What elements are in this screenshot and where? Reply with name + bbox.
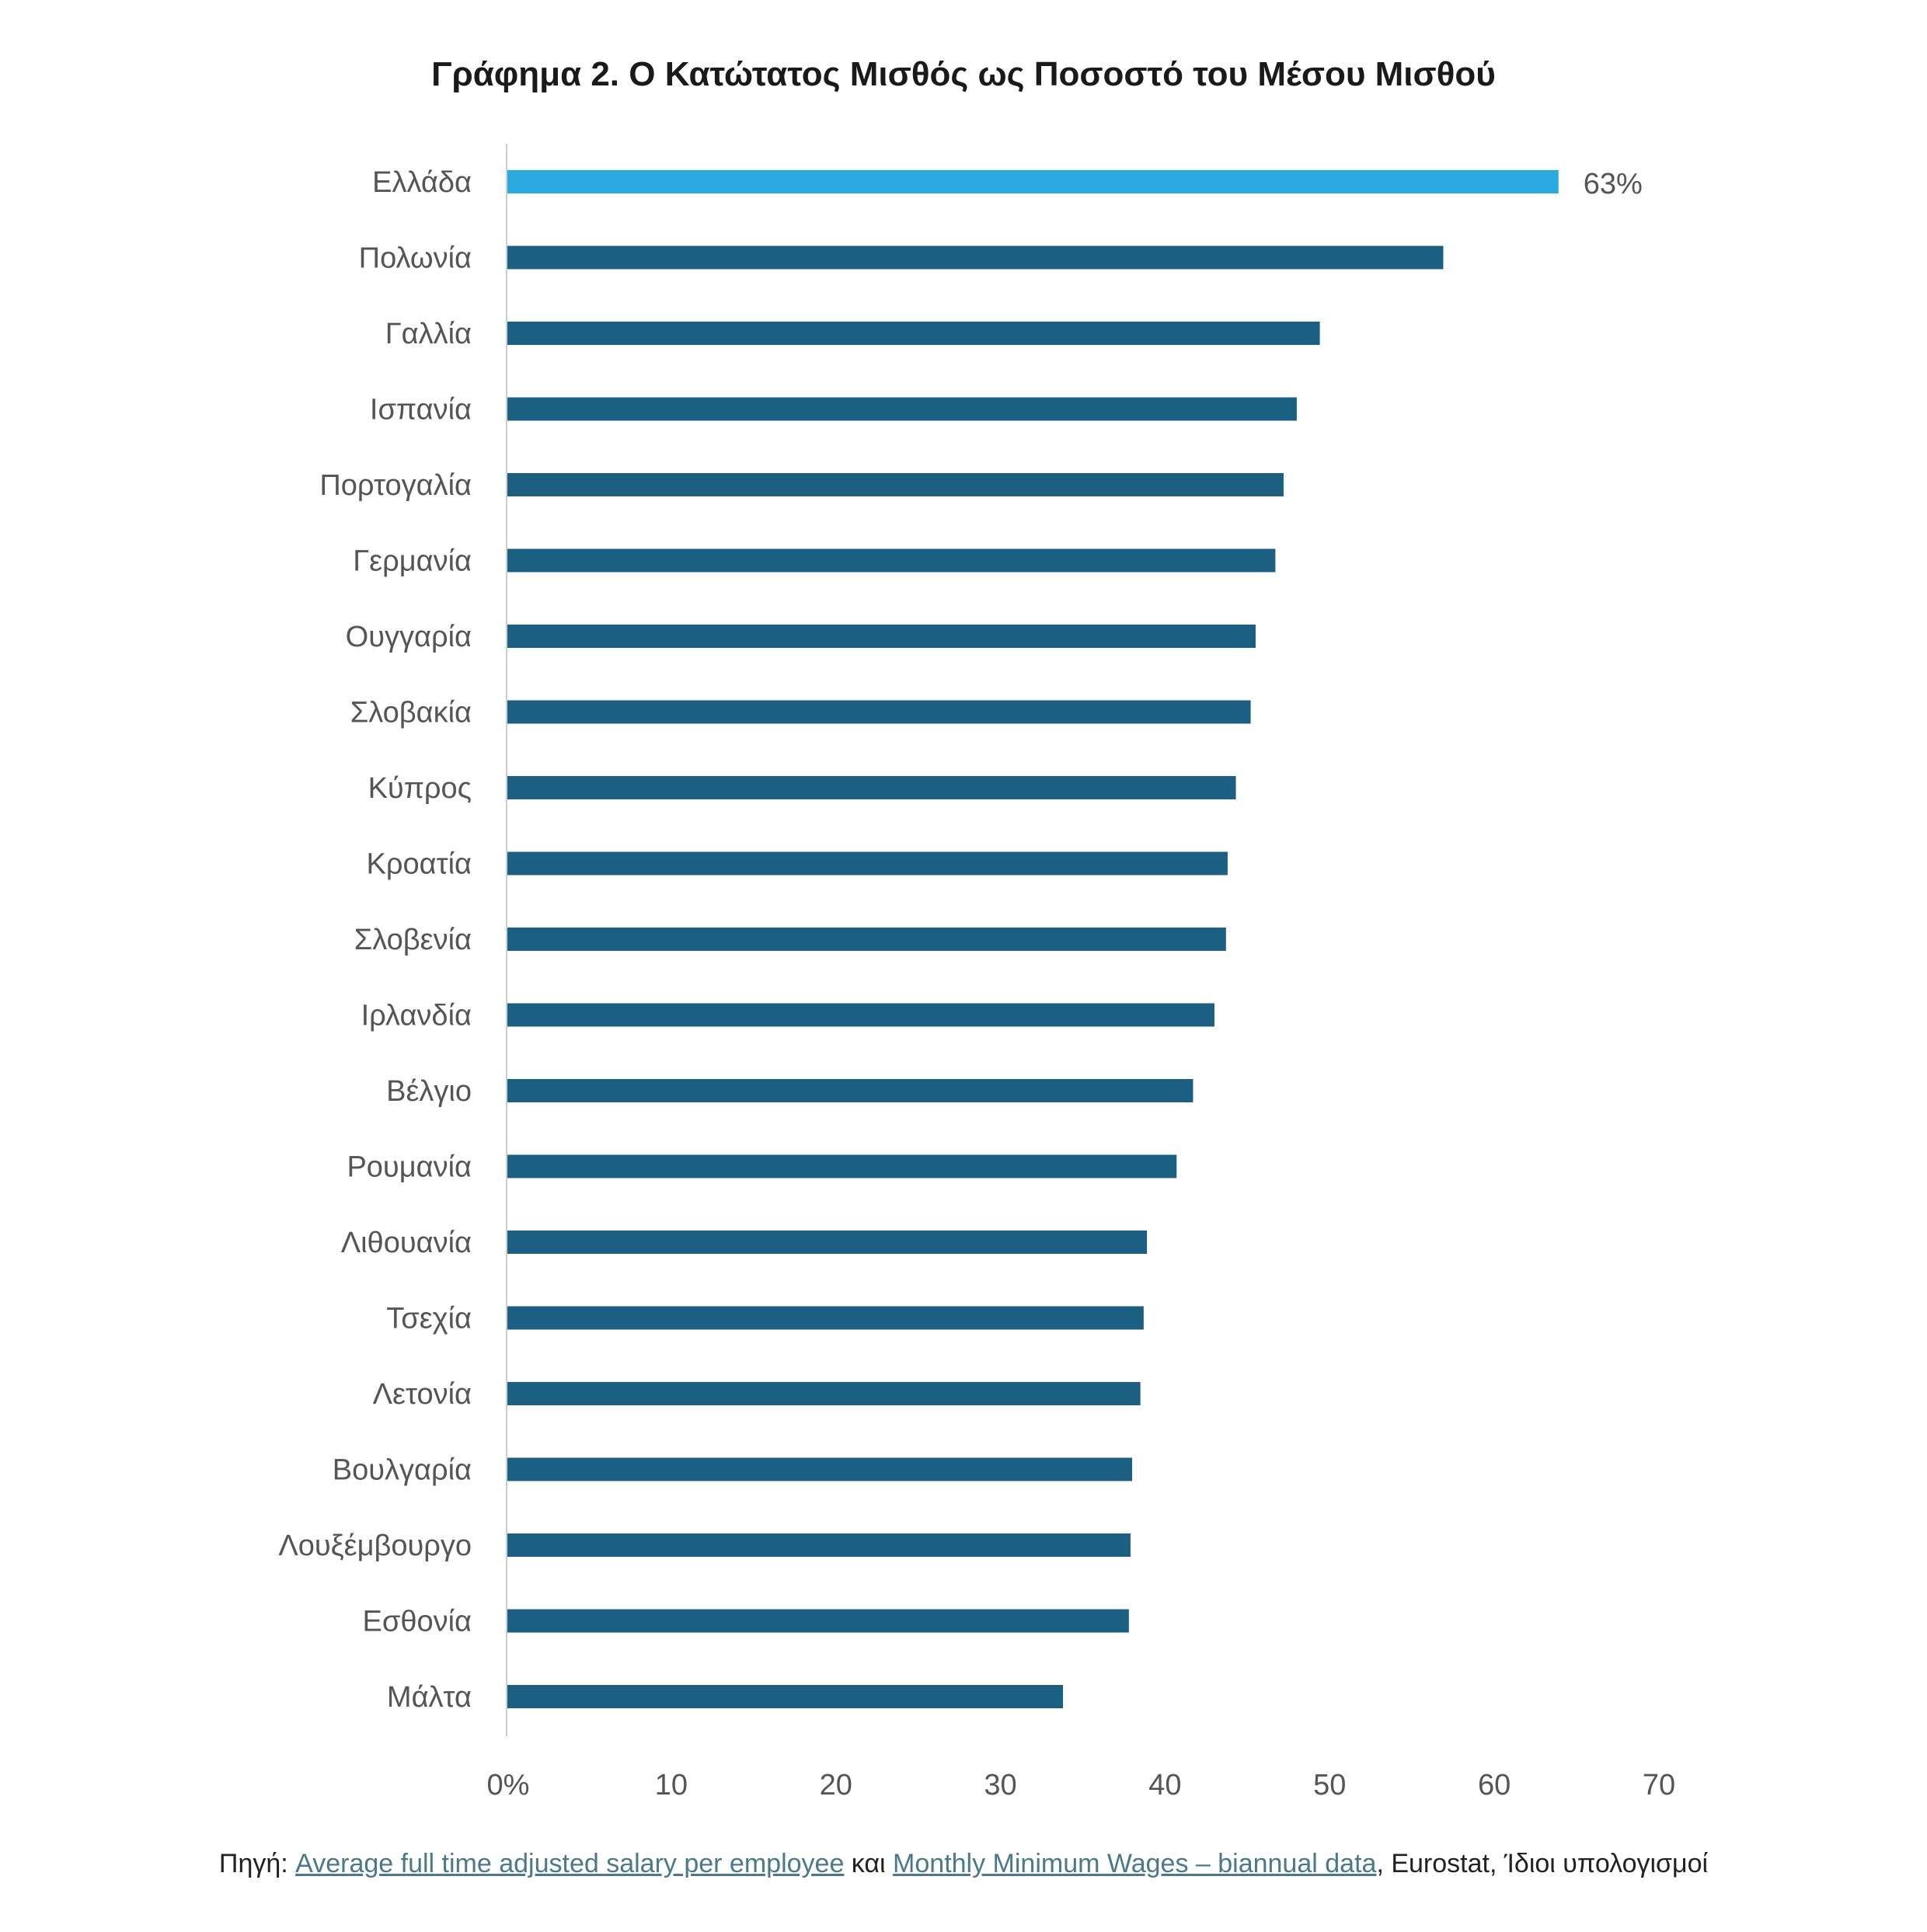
bar	[507, 776, 1236, 799]
source-prefix: Πηγή:	[218, 1849, 296, 1878]
bar	[507, 1533, 1131, 1557]
x-tick-label: 0%	[487, 1769, 530, 1801]
source-link-minimum-wages[interactable]: Monthly Minimum Wages – biannual data	[893, 1849, 1377, 1878]
bar	[507, 548, 1276, 573]
x-tick-label: 40	[1148, 1769, 1181, 1801]
bar	[507, 1306, 1144, 1330]
chart-title: Γράφημα 2. Ο Κατώτατος Μισθός ως Ποσοστό…	[431, 55, 1496, 93]
source-note: Πηγή: Average full time adjusted salary …	[0, 1849, 1927, 1879]
data-label: 63%	[1584, 168, 1643, 200]
category-label: Σλοβενία	[354, 924, 472, 956]
category-label: Μάλτα	[387, 1681, 472, 1714]
source-suffix: , Eurostat, Ίδιοι υπολογισμοί	[1376, 1849, 1709, 1878]
x-tick-label: 60	[1478, 1769, 1511, 1801]
source-link-salary[interactable]: Average full time adjusted salary per em…	[295, 1849, 845, 1878]
bar	[507, 1003, 1214, 1027]
category-label: Γερμανία	[353, 545, 472, 578]
x-tick-label: 30	[984, 1769, 1016, 1801]
bar	[507, 170, 1559, 193]
x-tick-label: 20	[820, 1769, 852, 1801]
bar	[507, 1079, 1193, 1102]
x-tick-label: 50	[1313, 1769, 1346, 1801]
category-label: Κύπρος	[368, 772, 472, 805]
bar	[507, 1609, 1129, 1633]
bar	[507, 473, 1284, 496]
category-label: Πολωνία	[359, 242, 472, 275]
bar	[507, 625, 1256, 648]
category-label: Πορτογαλία	[319, 469, 472, 502]
source-middle: και	[844, 1849, 894, 1878]
category-label: Ουγγαρία	[346, 621, 472, 653]
category-label: Βουλγαρία	[333, 1454, 472, 1487]
bar	[507, 1382, 1141, 1405]
category-label: Τσεχία	[386, 1303, 472, 1335]
bar	[507, 700, 1251, 724]
category-label: Λουξέμβουργο	[278, 1530, 472, 1562]
bar	[507, 851, 1228, 875]
category-label: Εσθονία	[363, 1606, 472, 1638]
category-label: Κροατία	[367, 848, 472, 881]
category-label: Ισπανία	[370, 394, 472, 426]
bar	[507, 1154, 1177, 1178]
bar	[507, 1231, 1148, 1254]
bar	[507, 322, 1320, 345]
category-label: Ρουμανία	[347, 1151, 472, 1184]
category-label: Ιρλανδία	[361, 1000, 472, 1032]
category-label: Λετονία	[373, 1378, 472, 1411]
bar	[507, 928, 1226, 951]
category-label: Λιθουανία	[341, 1227, 472, 1259]
category-label: Ελλάδα	[372, 166, 472, 199]
category-label: Σλοβακία	[350, 697, 472, 729]
x-tick-label: 10	[655, 1769, 688, 1801]
bar	[507, 245, 1444, 270]
category-label: Γαλλία	[385, 318, 472, 350]
bar	[507, 1457, 1133, 1481]
category-label: Βέλγιο	[386, 1075, 472, 1108]
x-tick-label: 70	[1643, 1769, 1675, 1801]
bar	[507, 397, 1297, 421]
bar	[507, 1685, 1064, 1708]
